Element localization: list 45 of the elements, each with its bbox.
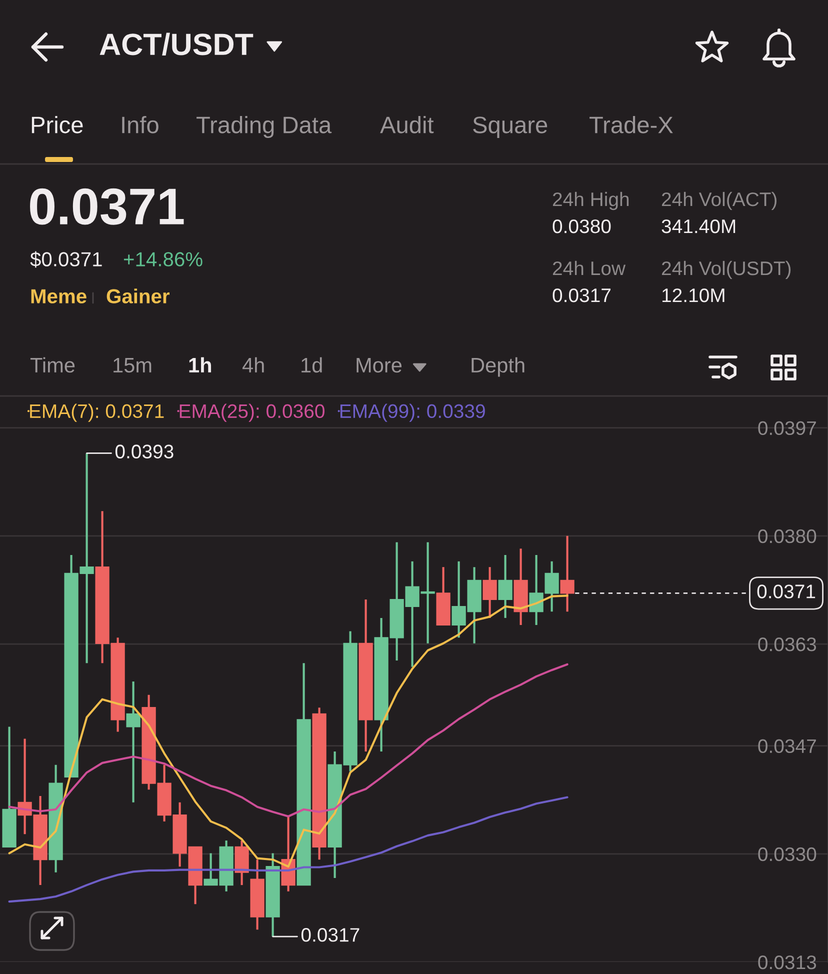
text: Audit xyxy=(380,116,434,134)
candlestick xyxy=(498,554,512,619)
ref-line-label: 0.0371 xyxy=(757,584,816,598)
text: Price xyxy=(32,116,83,134)
legend-label: EMA(99): 0.0339 xyxy=(340,404,485,422)
y-tick-label: 0.0330 xyxy=(758,847,816,862)
text: $0.0371 xyxy=(30,251,102,268)
y-tick-label: 0.0363 xyxy=(758,637,816,652)
text: 0.0371 xyxy=(30,188,184,225)
text: 1h xyxy=(189,357,212,372)
y-tick-label: 0.0313 xyxy=(758,955,816,970)
annotation: 0.0317 xyxy=(301,928,360,942)
text: Gainer xyxy=(106,288,170,304)
text: 12.10M xyxy=(662,288,724,302)
legend-label: EMA(25): 0.0360 xyxy=(180,404,324,422)
text: Info xyxy=(122,116,158,134)
text: Trading Data xyxy=(196,116,332,138)
text: 24h High xyxy=(552,192,629,210)
text: 24h Vol(ACT) xyxy=(662,192,777,210)
candlestick xyxy=(482,566,497,619)
text: +14.86% xyxy=(124,252,202,266)
text: 24h Vol(USDT) xyxy=(662,260,791,280)
text: More xyxy=(356,358,402,373)
annotation: 0.0393 xyxy=(115,444,174,458)
text: Square xyxy=(473,116,548,138)
chart-title: ACT/USDT xyxy=(100,32,254,56)
text: Trade-X xyxy=(590,116,673,134)
y-tick-label: 0.0380 xyxy=(758,529,816,544)
text: 4h xyxy=(242,357,264,372)
text: Time xyxy=(30,357,75,373)
text: Depth xyxy=(472,357,524,377)
text: 341.40M xyxy=(662,219,736,234)
text: 0.0317 xyxy=(552,288,610,302)
text: Meme xyxy=(31,289,86,304)
text: 0.0380 xyxy=(552,219,611,234)
y-tick-label: 0.0347 xyxy=(758,739,816,754)
legend-label: EMA(7): 0.0371 xyxy=(30,404,164,422)
text: 15m xyxy=(114,358,152,373)
text: 24h Low xyxy=(552,260,626,276)
line-series xyxy=(8,796,568,903)
candlestick xyxy=(126,680,140,804)
line-series xyxy=(8,663,568,818)
candlestick xyxy=(560,534,574,613)
text: 1d xyxy=(302,357,322,373)
y-tick-label: 0.0397 xyxy=(758,421,816,436)
